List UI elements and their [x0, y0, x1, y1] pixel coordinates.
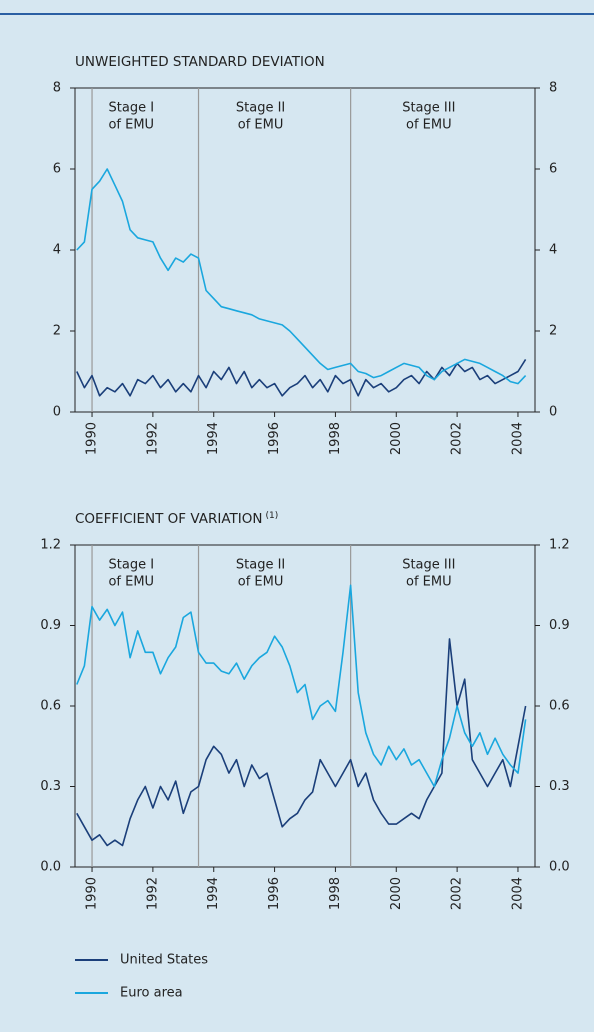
- x-tick-label: 2002: [450, 422, 465, 455]
- stage-label: Stage III: [402, 558, 455, 573]
- y2-tick-label: 8: [549, 81, 557, 96]
- stage-label: of EMU: [108, 575, 154, 590]
- y2-tick-label: 0.0: [549, 860, 570, 875]
- x-tick-label: 1994: [206, 422, 221, 455]
- legend-label: United States: [120, 953, 208, 968]
- top-rule: [0, 13, 594, 15]
- y2-tick-label: 2: [549, 324, 557, 339]
- x-tick-label: 1996: [267, 877, 282, 910]
- stage-label: of EMU: [406, 118, 452, 133]
- x-tick-label: 2000: [389, 877, 404, 910]
- data-line: [76, 168, 527, 385]
- x-tick-label: 1992: [145, 422, 160, 455]
- y-tick-label: 0.3: [40, 779, 61, 794]
- x-tick-label: 2004: [510, 422, 525, 455]
- x-tick-label: 1992: [145, 877, 160, 910]
- stage-label: of EMU: [238, 575, 284, 590]
- stage-label: Stage II: [236, 101, 285, 116]
- y-tick-label: 4: [53, 243, 61, 258]
- stage-label: Stage III: [402, 101, 455, 116]
- x-tick-label: 2000: [389, 422, 404, 455]
- y2-tick-label: 0.9: [549, 618, 570, 633]
- x-tick-label: 2004: [510, 877, 525, 910]
- y2-tick-label: 4: [549, 243, 557, 258]
- x-tick-label: 1998: [328, 422, 343, 455]
- y2-tick-label: 0.6: [549, 699, 570, 714]
- y-tick-label: 0: [53, 405, 61, 420]
- y2-tick-label: 0: [549, 405, 557, 420]
- y-tick-label: 6: [53, 162, 61, 177]
- y2-tick-label: 1.2: [549, 538, 570, 553]
- y-tick-label: 0.0: [40, 860, 61, 875]
- x-tick-label: 1990: [85, 422, 100, 455]
- x-tick-label: 1996: [267, 422, 282, 455]
- plot-frame: [74, 544, 536, 868]
- y-tick-label: 2: [53, 324, 61, 339]
- legend-label: Euro area: [120, 986, 183, 1001]
- plot-frame: [74, 87, 536, 413]
- stage-label: of EMU: [108, 118, 154, 133]
- chart-title-text: UNWEIGHTED STANDARD DEVIATION: [75, 54, 325, 70]
- chart-title: COEFFICIENT OF VARIATION (1): [75, 511, 278, 528]
- y-tick-label: 0.9: [40, 618, 61, 633]
- stage-label: Stage II: [236, 558, 285, 573]
- y2-tick-label: 6: [549, 162, 557, 177]
- stage-label: of EMU: [406, 575, 452, 590]
- chart-title-note: (1): [265, 511, 278, 521]
- x-tick-label: 1994: [206, 877, 221, 910]
- stage-label: of EMU: [238, 118, 284, 133]
- y2-tick-label: 0.3: [549, 779, 570, 794]
- x-tick-label: 1990: [85, 877, 100, 910]
- y-tick-label: 1.2: [40, 538, 61, 553]
- stage-label: Stage I: [109, 101, 155, 116]
- x-tick-label: 1998: [328, 877, 343, 910]
- data-line: [76, 584, 527, 788]
- chart-title-text: COEFFICIENT OF VARIATION: [75, 511, 262, 527]
- x-tick-label: 2002: [450, 877, 465, 910]
- y-tick-label: 8: [53, 81, 61, 96]
- chart-title: UNWEIGHTED STANDARD DEVIATION: [75, 54, 325, 70]
- data-line: [76, 638, 527, 847]
- data-line: [76, 358, 527, 397]
- y-tick-label: 0.6: [40, 699, 61, 714]
- stage-label: Stage I: [109, 558, 155, 573]
